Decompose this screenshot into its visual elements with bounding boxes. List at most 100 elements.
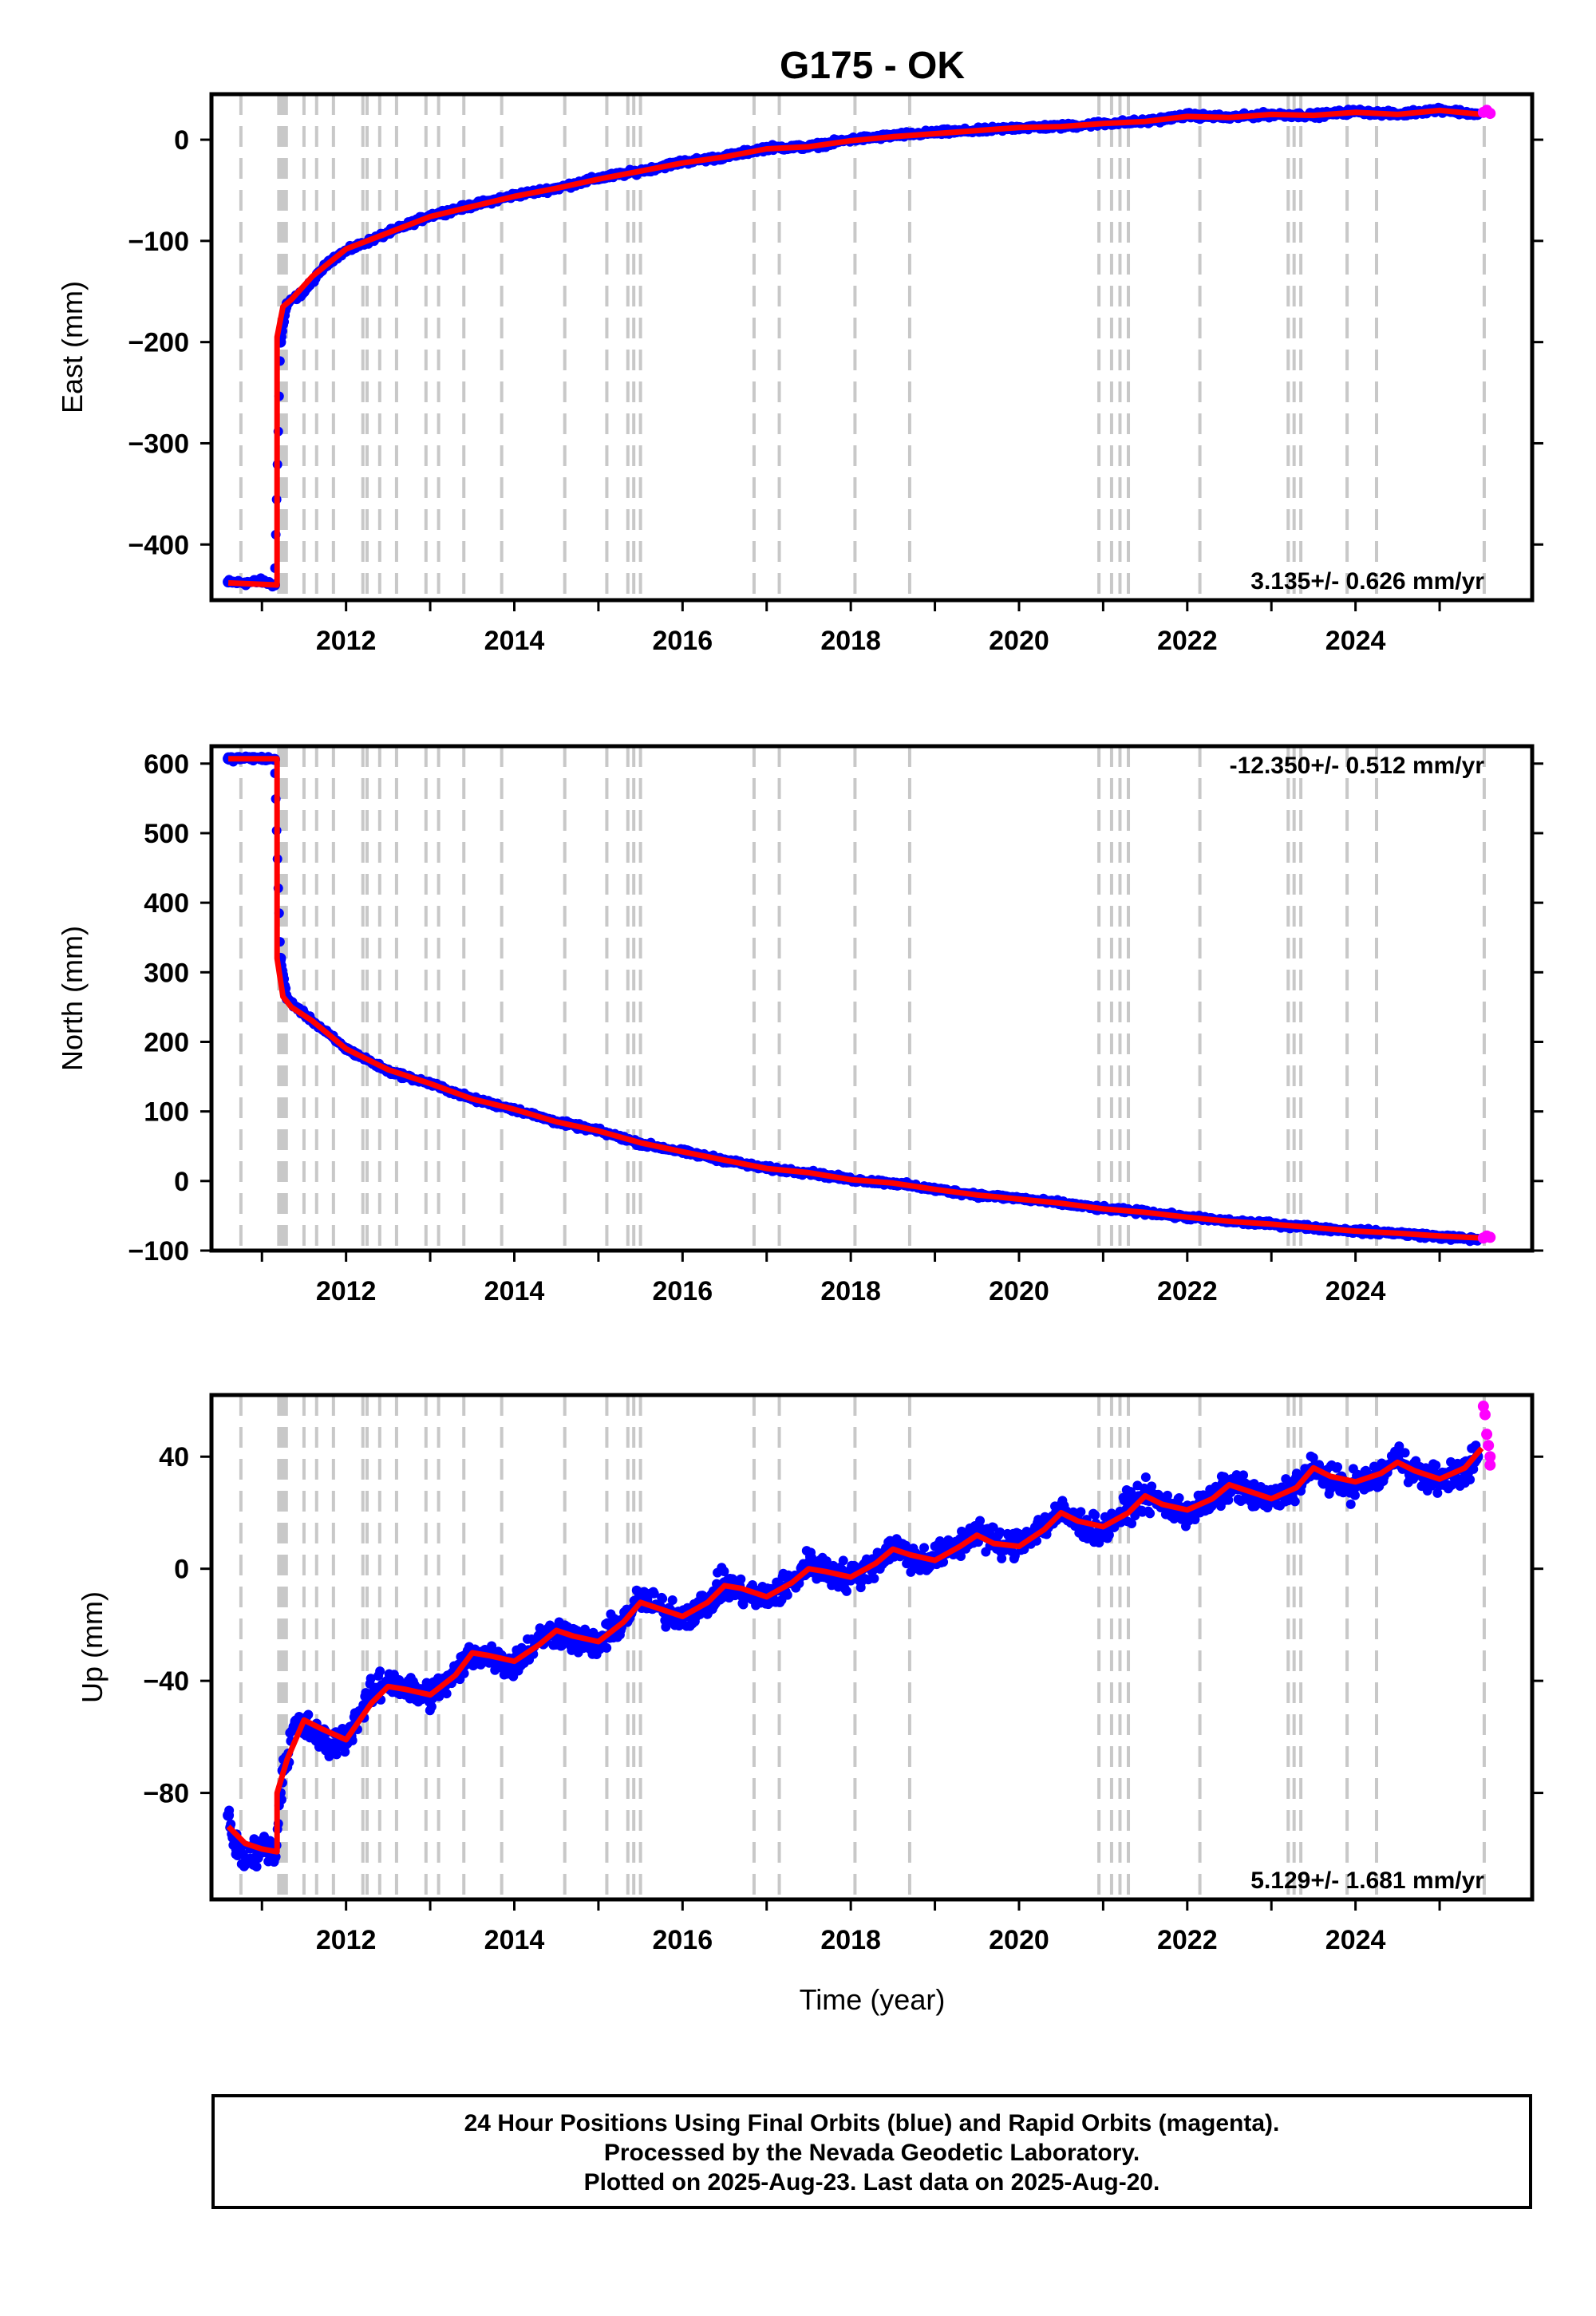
up-data-point [231,1843,243,1855]
up-data-point [239,1857,251,1869]
up-data-point [1308,1452,1318,1463]
east-xtick-label: 2020 [989,626,1049,656]
east-xtick-label: 2024 [1325,626,1386,656]
up-data-point [1127,1518,1137,1528]
east-velocity-label: 3.135+/- 0.626 mm/yr [1250,568,1484,595]
up-data-point [803,1557,815,1569]
north-xtick-label: 2024 [1325,1276,1386,1306]
up-xtick-label: 2024 [1325,1925,1386,1955]
north-model-line [228,756,1482,1241]
east-xtick-label: 2022 [1157,626,1218,656]
up-data-point [719,1566,729,1576]
up-rapid-orbit-point [1477,1401,1489,1413]
footer-line-1: 24 Hour Positions Using Final Orbits (bl… [464,2110,1280,2136]
east-ytick-label: −300 [128,429,189,459]
up-data-point [382,1675,394,1687]
up-rapid-orbit-point [1481,1429,1493,1441]
north-xtick-label: 2016 [652,1276,713,1306]
east-model-line [227,107,1483,588]
north-ytick-label: 300 [144,958,189,988]
up-data-point [1333,1479,1345,1491]
up-data-point [1432,1488,1443,1498]
up-rapid-orbit-point [1479,1409,1491,1421]
up-plot-frame [209,1393,1535,1902]
north-rapid-orbit-point [1484,1231,1496,1243]
x-axis-label: Time (year) [800,1983,946,2016]
up-ytick-label: 0 [174,1555,189,1585]
up-data-point [1290,1496,1300,1507]
up-data-point [426,1701,437,1712]
north-ytick-label: −100 [128,1236,189,1267]
footer-line-2: Processed by the Nevada Geodetic Laborat… [603,2140,1140,2166]
north-ytick-label: 100 [144,1097,189,1128]
up-data-point [1223,1495,1234,1505]
north-ytick-label: 500 [144,819,189,849]
north-ytick-label: 400 [144,888,189,919]
up-data-point [736,1574,746,1584]
up-data-point [1392,1451,1404,1463]
up-data-point [649,1588,659,1599]
east-plot-frame [209,92,1535,603]
up-data-point [1465,1475,1476,1485]
up-data-point [602,1642,612,1653]
north-xtick-label: 2012 [316,1276,377,1306]
up-data-point [971,1524,983,1535]
north-plot-area [223,746,1496,1251]
east-ytick-label: −100 [128,227,189,257]
north-y-axis-label: North (mm) [56,926,89,1071]
east-plot-area [223,94,1496,600]
east-xtick-label: 2018 [820,626,881,656]
north-xtick-label: 2018 [820,1276,881,1306]
north-velocity-label: -12.350+/- 0.512 mm/yr [1230,753,1485,779]
up-data-point [290,1717,302,1729]
up-data-point [365,1674,376,1684]
up-rapid-orbit-point [1484,1459,1496,1471]
east-ytick-label: −200 [128,328,189,358]
up-ytick-label: −80 [143,1779,189,1809]
north-ytick-label: 200 [144,1027,189,1057]
north-plot-frame [209,744,1535,1253]
east-xtick-label: 2016 [652,626,713,656]
up-data-point [869,1573,879,1583]
up-data-point [1145,1508,1156,1519]
up-data-point [323,1739,335,1751]
up-rapid-orbit-point [1484,1451,1496,1463]
up-data-point [838,1555,848,1566]
up-data-point [1076,1507,1086,1517]
up-data-point [661,1622,671,1632]
up-data-point [667,1595,678,1605]
north-ytick-label: 600 [144,749,189,780]
up-xtick-label: 2014 [484,1925,545,1955]
east-y-axis-label: East (mm) [56,281,89,413]
up-velocity-label: 5.129+/- 1.681 mm/yr [1250,1867,1484,1894]
up-xtick-label: 2020 [989,1925,1049,1955]
up-data-point [658,1594,668,1604]
up-data-point [821,1556,832,1567]
up-data-point [1097,1527,1109,1539]
up-plot-area [223,1395,1496,1899]
up-ytick-label: 40 [159,1442,189,1472]
up-y-axis-label: Up (mm) [76,1591,109,1703]
east-ytick-label: 0 [174,125,189,156]
up-data-point [1174,1493,1184,1504]
up-data-point [1231,1470,1242,1480]
footer-box: 24 Hour Positions Using Final Orbits (bl… [211,2094,1532,2209]
up-data-point [997,1553,1007,1563]
up-data-point [919,1543,930,1553]
up-xtick-label: 2016 [652,1925,713,1955]
east-xtick-label: 2012 [316,626,377,656]
up-xtick-label: 2022 [1157,1925,1218,1955]
up-data-point [223,1809,235,1821]
north-xtick-label: 2022 [1157,1276,1218,1306]
north-xtick-label: 2020 [989,1276,1049,1306]
up-data-point [1431,1460,1441,1471]
up-model-line [226,1446,1484,1855]
up-rapid-orbit-point [1483,1440,1495,1452]
east-xtick-label: 2014 [484,626,545,656]
up-data-point [841,1586,851,1596]
up-data-point [975,1516,986,1526]
up-data-point [331,1749,342,1760]
